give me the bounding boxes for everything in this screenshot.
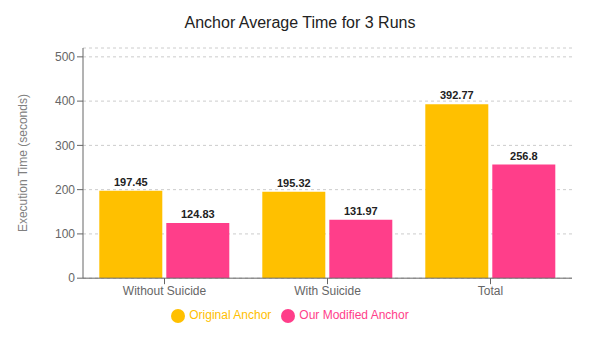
svg-text:0: 0	[68, 271, 75, 285]
html-text:Original Anchor: Original Anchor	[189, 308, 272, 323]
html-text:Our Modified Anchor: Our Modified Anchor	[299, 308, 409, 323]
svg-text:100: 100	[55, 227, 75, 241]
svg-text:500: 500	[55, 50, 75, 64]
svg-text:197.45: 197.45	[114, 176, 148, 188]
svg-text:131.97: 131.97	[344, 205, 378, 217]
svg-text:195.32: 195.32	[277, 177, 311, 189]
svg-text:256.8: 256.8	[510, 150, 538, 162]
svg-text:124.83: 124.83	[181, 208, 215, 220]
svg-text:400: 400	[55, 94, 75, 108]
svg-text:392.77: 392.77	[440, 89, 474, 101]
html-text:Anchor Average Time for 3 Runs: Anchor Average Time for 3 Runs	[184, 14, 416, 31]
svg-text:Total: Total	[478, 284, 503, 298]
svg-text:Execution Time (seconds): Execution Time (seconds)	[16, 94, 30, 232]
svg-text:Without Suicide: Without Suicide	[123, 284, 207, 298]
svg-text:300: 300	[55, 139, 75, 153]
svg-text:With Suicide: With Suicide	[294, 284, 361, 298]
svg-text:200: 200	[55, 183, 75, 197]
